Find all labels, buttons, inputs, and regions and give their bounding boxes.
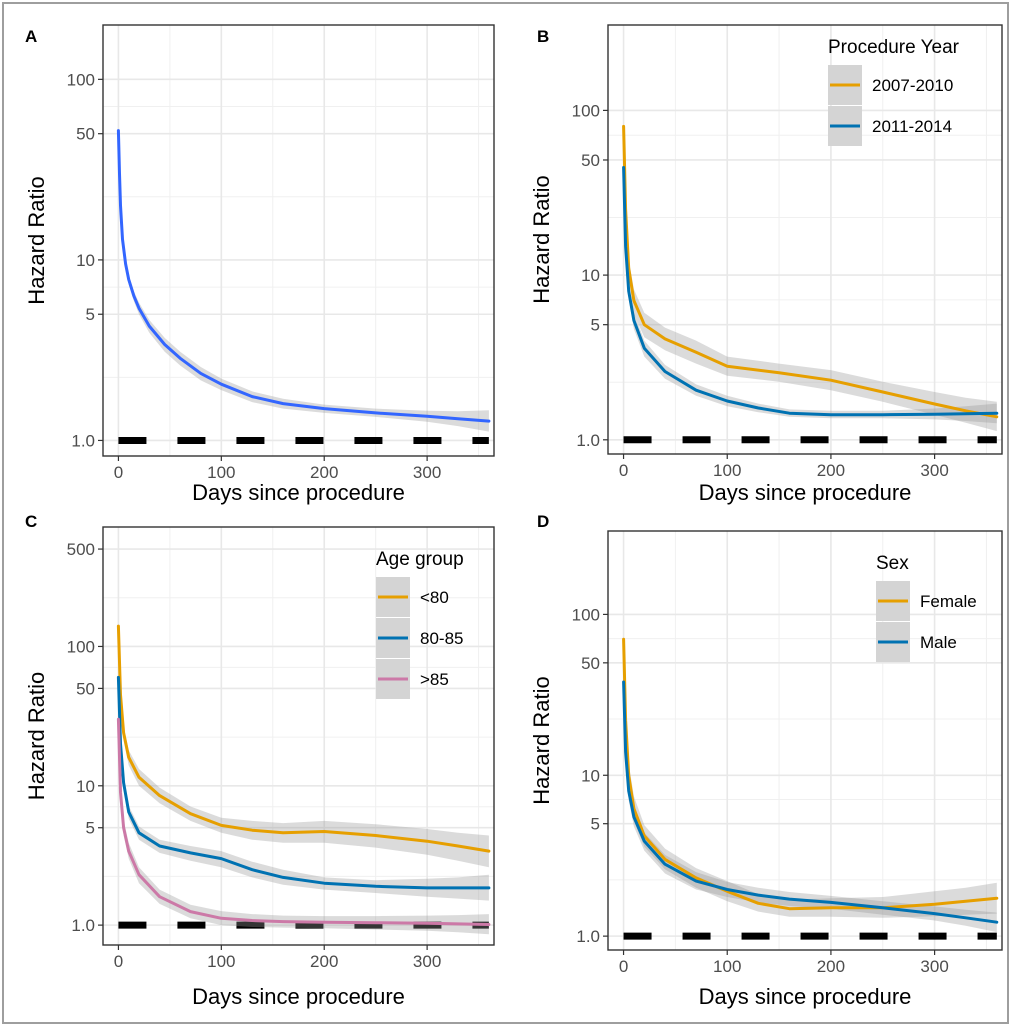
x-tick-label: 200 — [310, 952, 338, 971]
x-tick-label: 200 — [817, 957, 845, 976]
legend-label: 80-85 — [420, 629, 463, 648]
series-line — [622, 124, 999, 419]
y-tick-label: 10 — [76, 251, 95, 270]
series-line — [116, 675, 491, 890]
y-tick-label: 5 — [591, 316, 600, 335]
y-tick-label: 1.0 — [576, 431, 600, 450]
x-axis-title: Days since procedure — [699, 984, 912, 1009]
plot-border — [102, 24, 495, 457]
x-tick-label: 300 — [413, 952, 441, 971]
legend-title: Age group — [376, 549, 464, 570]
plot-border — [102, 526, 495, 946]
legend-label: Female — [920, 592, 977, 611]
legend-label: >85 — [420, 670, 449, 689]
y-tick-label: 50 — [581, 654, 600, 673]
x-axis-title: Days since procedure — [192, 984, 405, 1009]
panel-letter: D — [537, 512, 549, 531]
confidence-band — [623, 639, 997, 918]
y-axis-title: Hazard Ratio — [24, 176, 49, 304]
legend-title: Procedure Year — [828, 37, 960, 58]
plot-border — [607, 530, 1003, 951]
plot-border — [607, 24, 1003, 455]
y-tick-label: 100 — [572, 101, 600, 120]
y-tick-label: 100 — [572, 605, 600, 624]
y-tick-label: 5 — [86, 305, 95, 324]
y-tick-label: 500 — [67, 540, 95, 559]
x-tick-label: 100 — [713, 957, 741, 976]
legend-label: 2007-2010 — [872, 76, 953, 95]
confidence-band — [118, 626, 489, 868]
panel-letter: A — [25, 27, 37, 46]
y-tick-label: 10 — [76, 777, 95, 796]
series-line — [622, 166, 999, 417]
x-tick-label: 0 — [619, 957, 628, 976]
series-line — [622, 637, 999, 911]
y-tick-label: 1.0 — [576, 927, 600, 946]
confidence-band — [118, 677, 489, 901]
x-tick-label: 0 — [114, 463, 123, 482]
series-line — [116, 717, 491, 926]
x-axis-title: Days since procedure — [699, 480, 912, 505]
legend-label: Male — [920, 633, 957, 652]
y-axis-title: Hazard Ratio — [529, 676, 554, 804]
y-tick-label: 1.0 — [71, 916, 95, 935]
y-axis-title: Hazard Ratio — [529, 175, 554, 303]
y-tick-label: 10 — [581, 766, 600, 785]
x-axis-title: Days since procedure — [192, 480, 405, 505]
legend-label: 2011-2014 — [872, 117, 952, 136]
panel-d: D 0 100 200 300 1.0 5 10 50 100 Days since procedu… — [529, 512, 1003, 1009]
y-tick-label: 100 — [67, 637, 95, 656]
y-tick-label: 10 — [581, 266, 600, 285]
y-tick-label: 1.0 — [71, 431, 95, 450]
y-tick-label: 50 — [581, 151, 600, 170]
legend-title: Sex — [876, 553, 909, 574]
legend-label: <80 — [420, 588, 449, 607]
x-tick-label: 300 — [920, 461, 948, 480]
y-tick-label: 100 — [67, 70, 95, 89]
y-tick-label: 50 — [76, 679, 95, 698]
confidence-band — [623, 126, 997, 432]
x-tick-label: 100 — [713, 461, 741, 480]
x-tick-label: 0 — [619, 461, 628, 480]
legend: Sex Female Male — [876, 553, 977, 662]
series-line — [116, 624, 491, 853]
series-line — [622, 680, 999, 924]
y-tick-label: 5 — [86, 819, 95, 838]
y-tick-label: 50 — [76, 125, 95, 144]
panel-letter: C — [25, 512, 37, 531]
panel-c: C 0 100 200 300 1.0 5 10 50 100 500 Days since proc… — [24, 512, 495, 1009]
x-tick-label: 0 — [114, 952, 123, 971]
y-axis-title: Hazard Ratio — [24, 672, 49, 800]
confidence-band — [118, 130, 489, 432]
legend: Procedure Year 2007-2010 2011-2014 — [828, 37, 960, 146]
y-tick-label: 5 — [591, 815, 600, 834]
legend: Age group <80 80-85 >85 — [376, 549, 464, 699]
series-line — [116, 129, 491, 423]
x-tick-label: 200 — [817, 461, 845, 480]
x-tick-label: 300 — [920, 957, 948, 976]
x-tick-label: 100 — [207, 952, 235, 971]
x-tick-label: 200 — [310, 463, 338, 482]
x-tick-label: 300 — [413, 463, 441, 482]
x-tick-label: 100 — [207, 463, 235, 482]
panel-letter: B — [537, 27, 549, 46]
